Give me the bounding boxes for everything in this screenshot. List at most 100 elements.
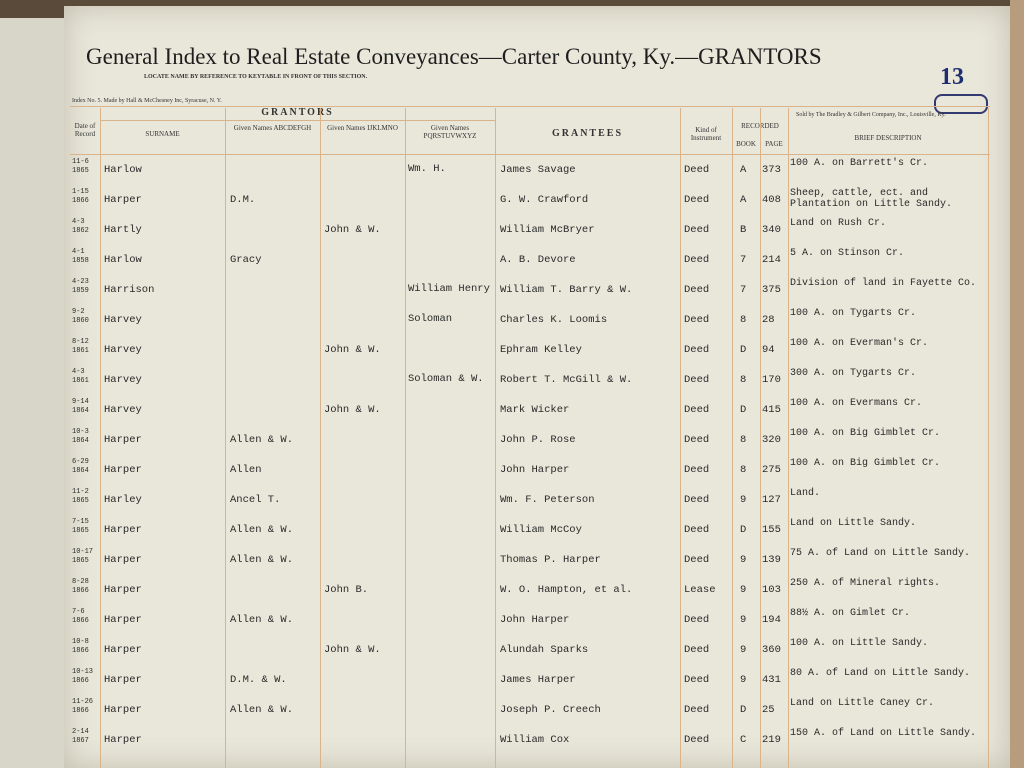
description: Land on Rush Cr. — [790, 218, 887, 229]
book: D — [740, 704, 747, 716]
grantee: William Cox — [500, 734, 570, 746]
kind: Deed — [684, 674, 710, 686]
surname: Harper — [104, 464, 142, 476]
kind: Deed — [684, 614, 710, 626]
column-rule — [405, 108, 406, 768]
description: 100 A. on Barrett's Cr. — [790, 158, 929, 169]
rule — [70, 106, 990, 107]
surname: Harper — [104, 734, 142, 746]
facing-page — [0, 18, 71, 768]
description: 80 A. of Land on Little Sandy. — [790, 668, 971, 679]
kind: Lease — [684, 584, 716, 596]
column-rule — [320, 108, 321, 768]
grantee: James Harper — [500, 674, 576, 686]
kind: Deed — [684, 344, 710, 356]
abcdefgh: D.M. & W. — [230, 674, 287, 686]
kind: Deed — [684, 164, 710, 176]
surname: Harvey — [104, 404, 142, 416]
date: 8-28 1866 — [72, 578, 89, 595]
kind: Deed — [684, 524, 710, 536]
kind: Deed — [684, 554, 710, 566]
book: 9 — [740, 614, 747, 626]
description: 100 A. on Everman's Cr. — [790, 338, 929, 349]
page: 194 — [762, 614, 781, 626]
abcdefgh: Allen & W. — [230, 704, 294, 716]
date: 7-15 1865 — [72, 518, 89, 535]
page: 127 — [762, 494, 781, 506]
abcdefgh: Allen & W. — [230, 524, 294, 536]
page: 320 — [762, 434, 781, 446]
date: 4-3 1862 — [72, 218, 89, 235]
description: 100 A. on Little Sandy. — [790, 638, 929, 649]
grantee: G. W. Crawford — [500, 194, 589, 206]
surname: Hartly — [104, 224, 142, 236]
kind: Deed — [684, 404, 710, 416]
date: 9-14 1864 — [72, 398, 89, 415]
description: Division of land in Fayette Co. — [790, 278, 977, 289]
date: 6-29 1864 — [72, 458, 89, 475]
page: 214 — [762, 254, 781, 266]
surname: Harper — [104, 194, 142, 206]
description: Land on Little Caney Cr. — [790, 698, 935, 709]
kind: Deed — [684, 254, 710, 266]
book: 9 — [740, 554, 747, 566]
surname: Harper — [104, 644, 142, 656]
book: 8 — [740, 314, 747, 326]
date: 11-2 1865 — [72, 488, 89, 505]
surname: Harvey — [104, 374, 142, 386]
book: 8 — [740, 434, 747, 446]
page-title: General Index to Real Estate Conveyances… — [86, 44, 822, 69]
description: 100 A. on Tygarts Cr. — [790, 308, 917, 319]
page: 155 — [762, 524, 781, 536]
page: 275 — [762, 464, 781, 476]
description: 300 A. on Tygarts Cr. — [790, 368, 917, 379]
book: 9 — [740, 674, 747, 686]
kind: Deed — [684, 314, 710, 326]
description: 100 A. on Big Gimblet Cr. — [790, 458, 941, 469]
grantee: Wm. F. Peterson — [500, 494, 595, 506]
column-header: BOOK — [736, 140, 756, 148]
description: Land on Little Sandy. — [790, 518, 917, 529]
grantee: William T. Barry & W. — [500, 284, 633, 296]
grantee: A. B. Devore — [500, 254, 576, 266]
grantee: Robert T. McGill & W. — [500, 374, 633, 386]
column-header: RECORDED — [732, 122, 788, 130]
grantee: Charles K. Loomis — [500, 314, 608, 326]
abcdefgh: Allen & W. — [230, 614, 294, 626]
abcdefgh: Allen & W. — [230, 554, 294, 566]
page: 94 — [762, 344, 775, 356]
column-rule — [495, 108, 496, 768]
surname: Harper — [104, 434, 142, 446]
book: 9 — [740, 644, 747, 656]
book: 7 — [740, 254, 747, 266]
kind: Deed — [684, 464, 710, 476]
grantee: Thomas P. Harper — [500, 554, 601, 566]
column-header: Date of Record — [74, 122, 96, 138]
grantee: William McCoy — [500, 524, 582, 536]
page: 415 — [762, 404, 781, 416]
kind: Deed — [684, 704, 710, 716]
pqrstuvwxyz: Soloman & W. — [408, 373, 484, 385]
grantee: Ephram Kelley — [500, 344, 582, 356]
rule — [70, 154, 990, 155]
book: 9 — [740, 584, 747, 596]
kind: Deed — [684, 494, 710, 506]
column-header: Given Names IJKLMNO — [327, 124, 398, 132]
date: 9-2 1860 — [72, 308, 89, 325]
kind: Deed — [684, 434, 710, 446]
ijklmno: John & W. — [324, 344, 381, 356]
date: 1-15 1866 — [72, 188, 89, 205]
book: 9 — [740, 494, 747, 506]
surname: Harper — [104, 614, 142, 626]
pqrstuvwxyz: Soloman — [408, 313, 453, 325]
date: 2-14 1867 — [72, 728, 89, 745]
kind: Deed — [684, 374, 710, 386]
date: 10-17 1865 — [72, 548, 94, 565]
book: A — [740, 194, 747, 206]
description: 75 A. of Land on Little Sandy. — [790, 548, 971, 559]
date: 4-3 1861 — [72, 368, 89, 385]
surname: Harrison — [104, 284, 155, 296]
book: A — [740, 164, 747, 176]
ijklmno: John B. — [324, 584, 369, 596]
